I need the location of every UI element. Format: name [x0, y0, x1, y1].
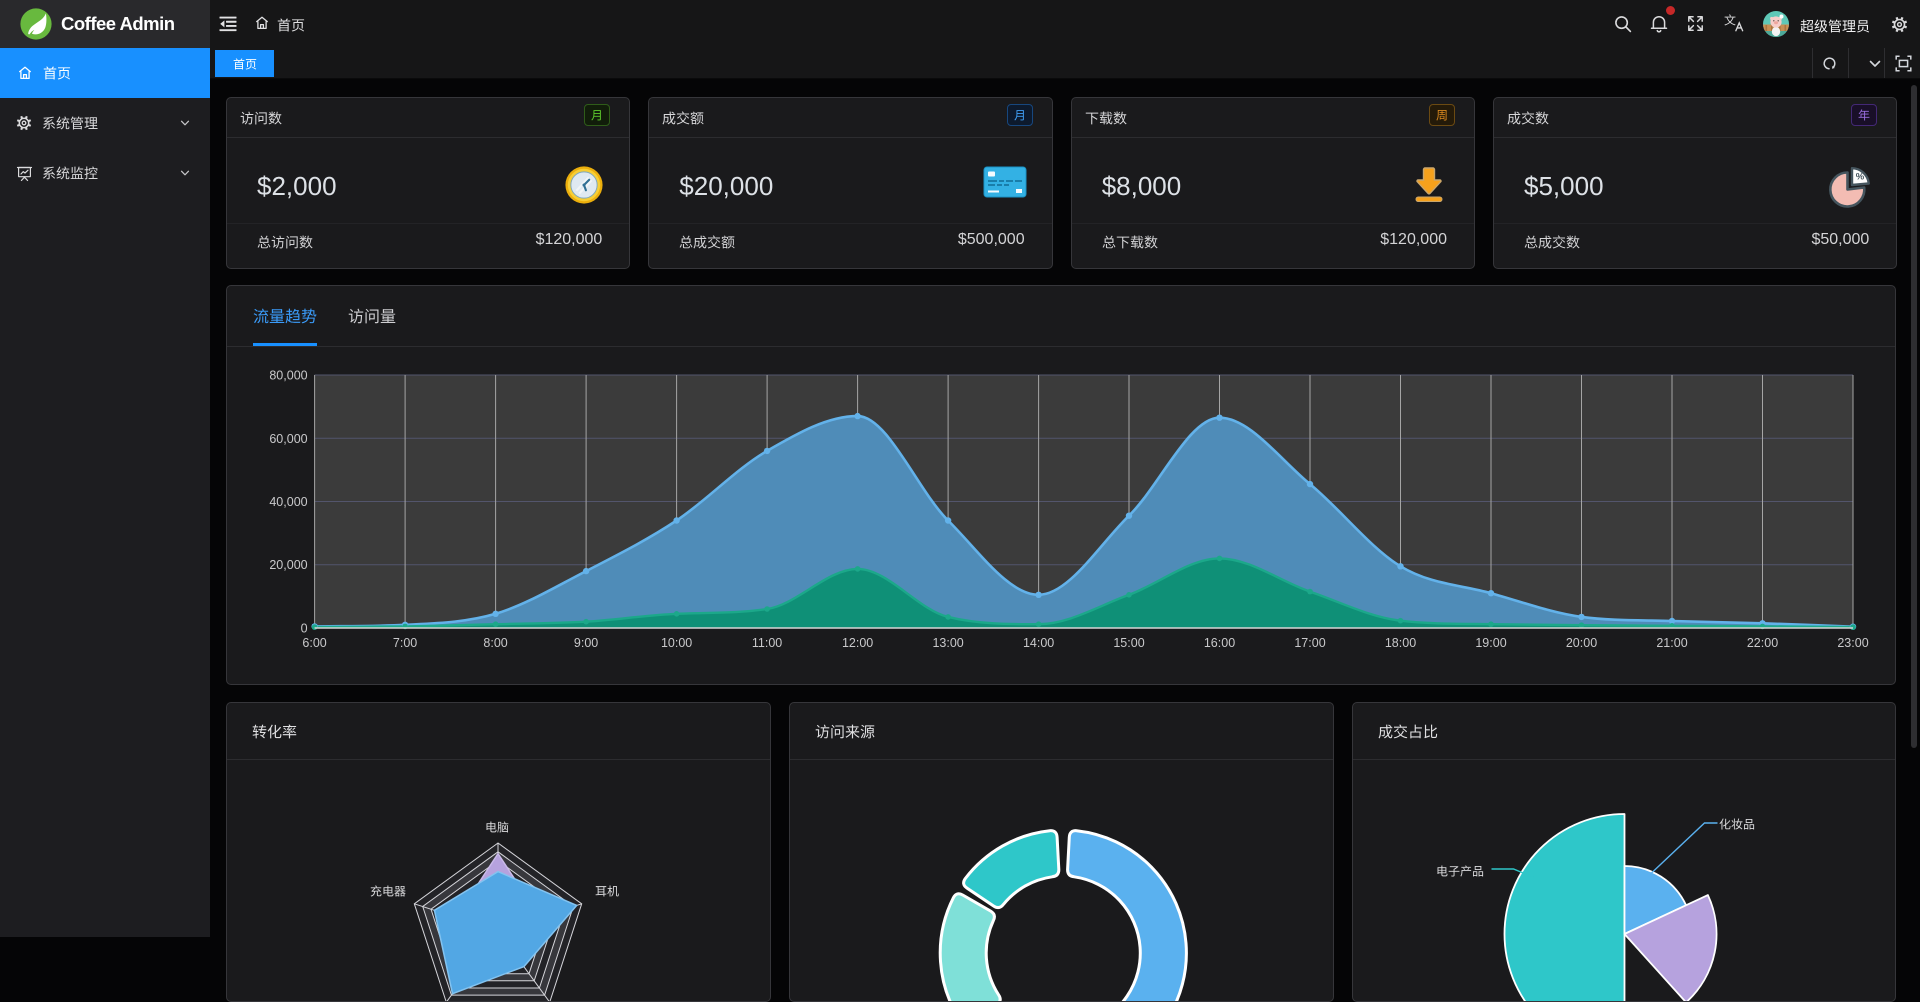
svg-text:17:00: 17:00 [1294, 636, 1325, 650]
svg-text:6:00: 6:00 [302, 636, 326, 650]
svg-text:%: % [1856, 172, 1865, 183]
svg-text:19:00: 19:00 [1475, 636, 1506, 650]
svg-text:21:00: 21:00 [1656, 636, 1687, 650]
svg-text:20:00: 20:00 [1566, 636, 1597, 650]
svg-text:40,000: 40,000 [269, 495, 307, 509]
svg-text:12:00: 12:00 [842, 636, 873, 650]
svg-text:7:00: 7:00 [393, 636, 417, 650]
svg-text:16:00: 16:00 [1204, 636, 1235, 650]
svg-text:8:00: 8:00 [483, 636, 507, 650]
svg-text:23:00: 23:00 [1837, 636, 1868, 650]
svg-text:10:00: 10:00 [661, 636, 692, 650]
svg-text:22:00: 22:00 [1747, 636, 1778, 650]
svg-text:18:00: 18:00 [1385, 636, 1416, 650]
svg-text:9:00: 9:00 [574, 636, 598, 650]
svg-text:80,000: 80,000 [269, 369, 307, 383]
svg-text:11:00: 11:00 [752, 636, 782, 650]
svg-text:15:00: 15:00 [1113, 636, 1144, 650]
svg-text:0: 0 [301, 622, 308, 636]
svg-text:60,000: 60,000 [269, 432, 307, 446]
svg-text:20,000: 20,000 [269, 558, 307, 572]
svg-text:14:00: 14:00 [1023, 636, 1054, 650]
svg-text:13:00: 13:00 [932, 636, 963, 650]
